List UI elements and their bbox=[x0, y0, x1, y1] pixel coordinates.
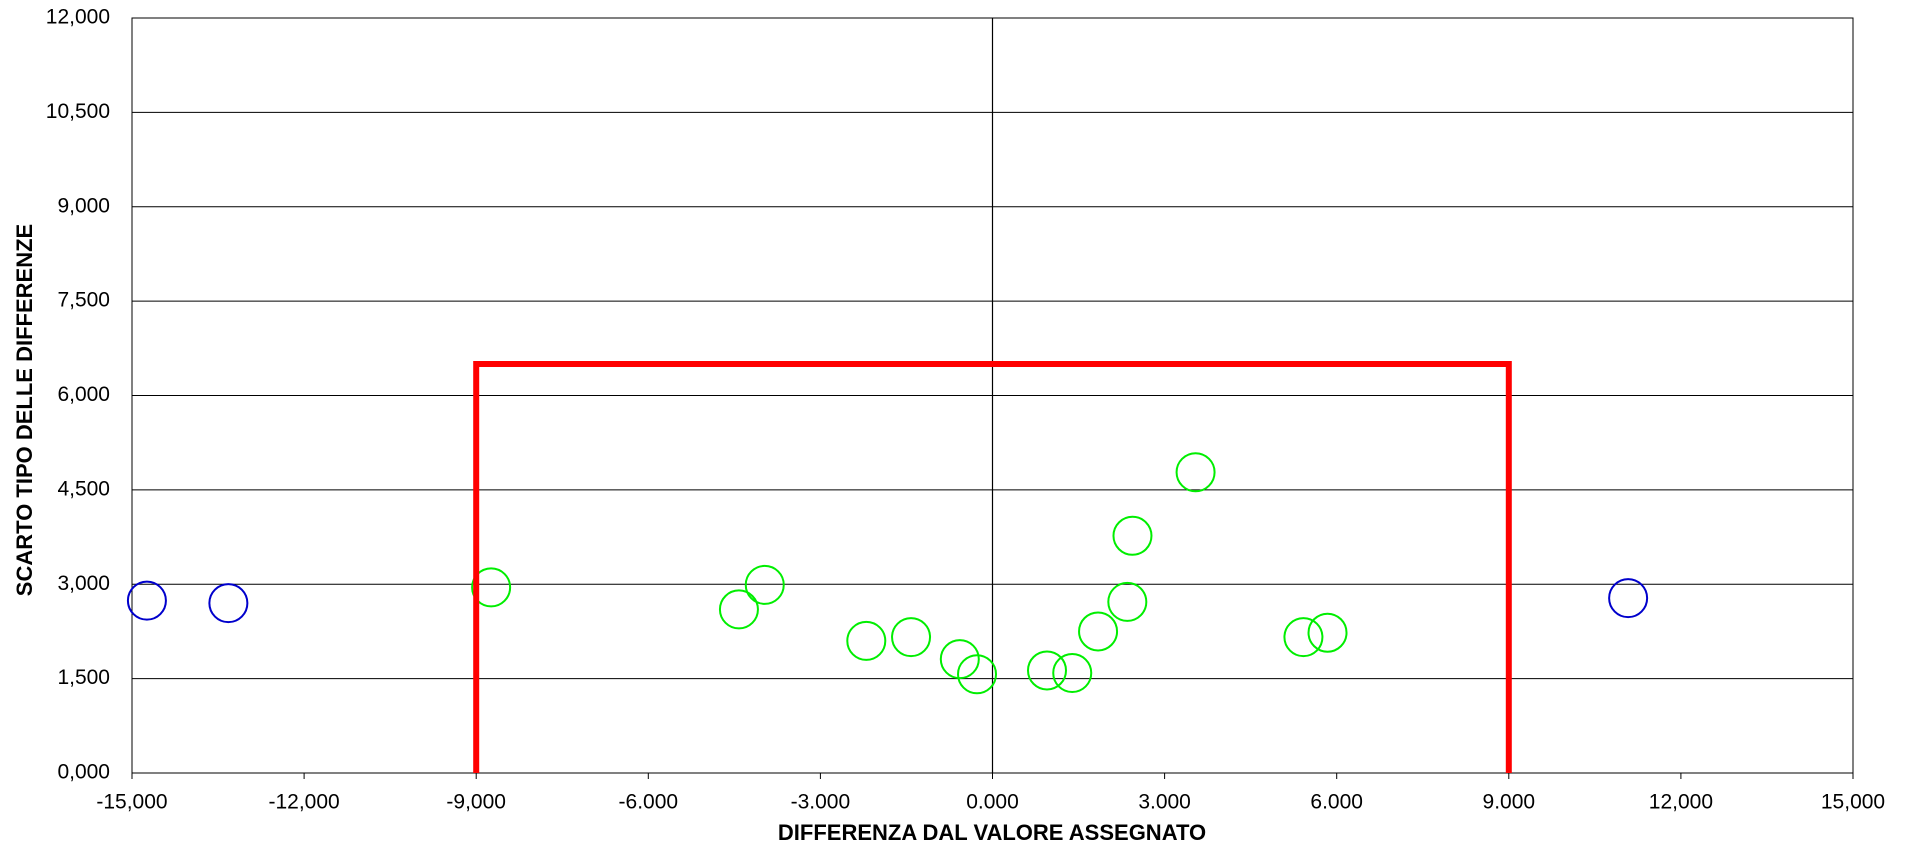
point bbox=[208, 583, 249, 624]
y-tick-label: 6,000 bbox=[57, 383, 110, 406]
x-tick-label: 6.000 bbox=[1310, 791, 1363, 814]
y-tick-label: 1,500 bbox=[57, 666, 110, 689]
point bbox=[744, 564, 785, 605]
point bbox=[891, 617, 932, 658]
point bbox=[1107, 581, 1148, 622]
point bbox=[1026, 650, 1067, 691]
x-axis-title: DIFFERENZA DAL VALORE ASSEGNATO bbox=[778, 820, 1206, 845]
point bbox=[471, 567, 512, 608]
point bbox=[1283, 617, 1324, 658]
point bbox=[846, 620, 887, 661]
point bbox=[1052, 652, 1093, 693]
y-tick-label: 9,000 bbox=[57, 194, 110, 217]
x-tick-label: 12,000 bbox=[1649, 791, 1713, 814]
x-tick-label: -3.000 bbox=[791, 791, 851, 814]
x-tick-label: -12,000 bbox=[268, 791, 339, 814]
point bbox=[957, 654, 998, 695]
point bbox=[1112, 515, 1153, 556]
point bbox=[939, 639, 980, 680]
point bbox=[1175, 452, 1216, 493]
point bbox=[126, 580, 167, 621]
y-tick-label: 10,500 bbox=[46, 100, 110, 123]
y-tick-label: 0,000 bbox=[57, 761, 110, 784]
x-tick-label: -15,000 bbox=[96, 791, 167, 814]
y-axis-title: SCARTO TIPO DELLE DIFFERENZE bbox=[12, 224, 37, 596]
y-tick-label: 4,500 bbox=[57, 477, 110, 500]
y-tick-label: 7,500 bbox=[57, 289, 110, 312]
y-tick-label: 12,000 bbox=[46, 6, 110, 29]
x-tick-label: 9.000 bbox=[1483, 791, 1536, 814]
x-tick-label: -9,000 bbox=[446, 791, 506, 814]
x-tick-label: 3.000 bbox=[1138, 791, 1191, 814]
point bbox=[1078, 611, 1119, 652]
point bbox=[1307, 612, 1348, 653]
limit-line bbox=[473, 361, 1512, 773]
x-tick-label: 15,000 bbox=[1821, 791, 1885, 814]
x-tick-label: 0.000 bbox=[966, 791, 1019, 814]
x-tick-label: -6.000 bbox=[619, 791, 679, 814]
point bbox=[1608, 578, 1649, 619]
point bbox=[718, 589, 759, 630]
y-tick-label: 3,000 bbox=[57, 572, 110, 595]
